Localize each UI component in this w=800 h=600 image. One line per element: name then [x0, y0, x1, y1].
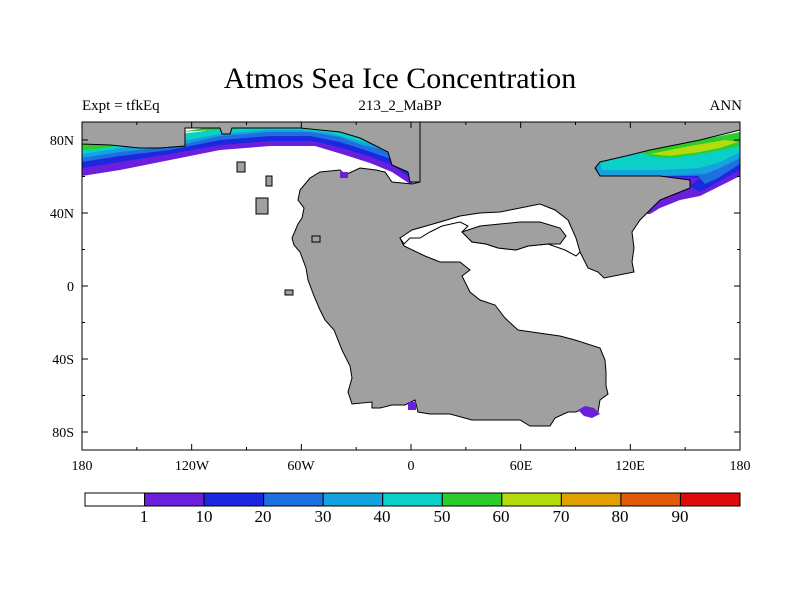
lon-tick-label: 0 [408, 459, 415, 474]
colorbar-label: 60 [493, 507, 510, 526]
lat-tick-labels: 80N 40N 0 40S 80S [50, 134, 74, 441]
lat-tick-label: 80S [52, 426, 74, 441]
colorbar-label: 70 [553, 507, 570, 526]
lat-tick-label: 80N [50, 134, 74, 149]
lat-tick-label: 0 [67, 280, 74, 295]
colorbar-box [144, 492, 205, 507]
plot-title: Atmos Sea Ice Concentration [223, 62, 577, 95]
lon-tick-labels: 180 120W 60W 0 60E 120E 180 [72, 459, 751, 474]
colorbar-label: 50 [434, 507, 451, 526]
land-tethys-island [461, 221, 567, 251]
island-3 [255, 197, 269, 215]
axis-ticks [81, 122, 741, 450]
experiment-label: Expt = tfkEq [82, 98, 160, 114]
lat-tick-label: 40N [50, 207, 74, 222]
island-2 [265, 175, 273, 187]
colorbar-box [322, 492, 384, 507]
ice-band-60-70-east [650, 140, 738, 156]
colorbar-label: 40 [374, 507, 391, 526]
colorbar-box [203, 492, 265, 507]
colorbar-labels: 1 10 20 30 40 50 60 70 80 90 [140, 507, 689, 526]
colorbar-box [679, 492, 741, 507]
lon-tick-label: 120W [175, 459, 210, 474]
colorbar-label: 20 [255, 507, 272, 526]
period-label: 213_2_MaBP [358, 98, 442, 114]
colorbar-label: 90 [672, 507, 689, 526]
colorbar-label: 80 [612, 507, 629, 526]
ice-band-20-30-west [82, 128, 412, 162]
map-fields [82, 122, 740, 427]
lon-tick-label: 60W [287, 459, 315, 474]
ice-patch-north-3 [340, 172, 348, 178]
colorbar [84, 492, 741, 507]
colorbar-box [501, 492, 562, 507]
island-4 [311, 235, 321, 243]
season-label: ANN [709, 98, 743, 114]
island-1 [236, 161, 246, 173]
colorbar-label: 10 [196, 507, 213, 526]
colorbar-box [560, 492, 622, 507]
land-northern-band-east [291, 122, 740, 427]
lon-tick-label: 120E [615, 459, 645, 474]
colorbar-box [84, 492, 146, 507]
ice-patch-south-1 [578, 406, 600, 418]
colorbar-box [382, 492, 443, 507]
lon-tick-label: 180 [730, 459, 751, 474]
lon-tick-label: 180 [72, 459, 93, 474]
lat-tick-label: 40S [52, 353, 74, 368]
land-northern-band-west [82, 122, 421, 183]
colorbar-box [620, 492, 681, 507]
ice-patch-south-2 [408, 402, 416, 410]
colorbar-box [263, 492, 324, 507]
island-5 [284, 289, 294, 296]
colorbar-label: 1 [140, 507, 149, 526]
colorbar-label: 30 [315, 507, 332, 526]
lon-tick-label: 60E [510, 459, 533, 474]
colorbar-box [441, 492, 503, 507]
